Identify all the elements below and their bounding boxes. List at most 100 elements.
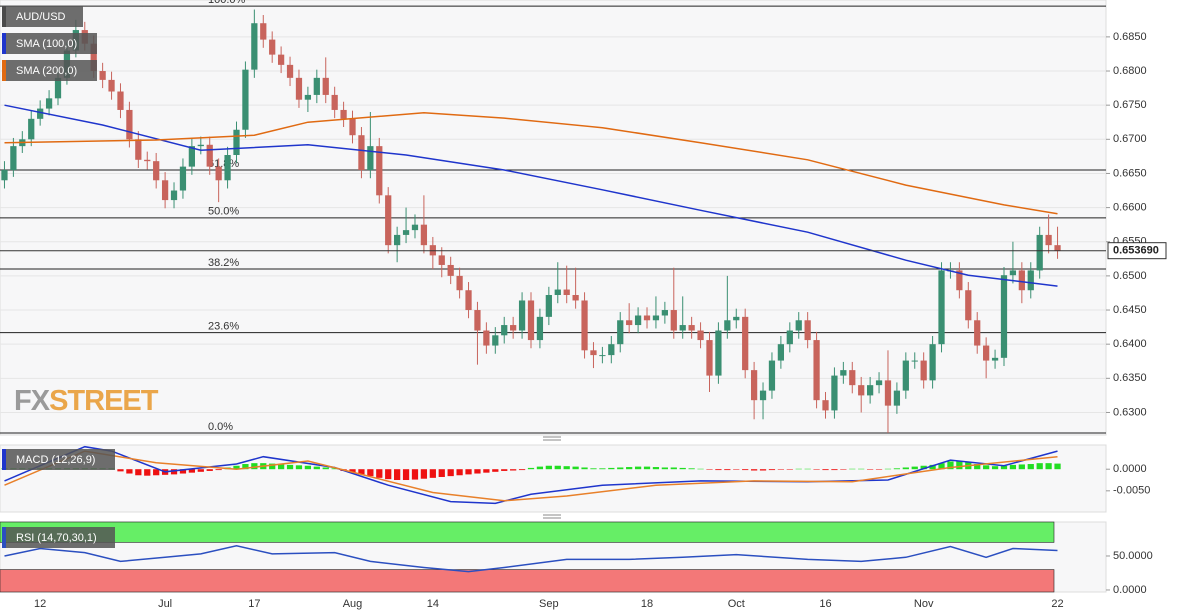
- histogram-bar: [822, 469, 829, 471]
- candle-body: [420, 224, 428, 246]
- candle-body: [911, 360, 918, 362]
- indicator-line: [4, 111, 1058, 215]
- histogram-bar: [983, 465, 990, 470]
- histogram-bar: [804, 468, 811, 470]
- legend-box: [2, 449, 115, 470]
- candle-body: [313, 77, 320, 95]
- x-tick-label: Aug: [343, 598, 363, 610]
- legend-label: RSI (14,70,30,1): [16, 532, 97, 544]
- legend-box: [2, 33, 97, 54]
- candle-body: [170, 190, 178, 201]
- histogram-bar: [251, 463, 258, 470]
- candle-body: [634, 315, 642, 326]
- candle-body: [188, 146, 195, 167]
- candle-body: [813, 340, 820, 401]
- legend-swatch: [2, 6, 6, 27]
- candle-body: [135, 139, 142, 160]
- candle-body: [269, 39, 276, 55]
- candle-body: [251, 23, 258, 70]
- candle-body: [608, 344, 615, 356]
- candle-body: [402, 230, 410, 235]
- histogram-bar: [652, 467, 660, 470]
- candle-body: [768, 360, 776, 391]
- candle-body: [643, 315, 651, 321]
- candle-body: [884, 380, 892, 406]
- candle-body: [144, 159, 151, 162]
- watermark-prefix: FX: [14, 385, 51, 417]
- last-price-label: 0.653690: [1113, 245, 1159, 257]
- candle-body: [626, 320, 633, 326]
- histogram-bar: [402, 469, 410, 481]
- candle-body: [349, 118, 356, 136]
- candle-body: [322, 77, 329, 95]
- candle-body: [733, 316, 740, 321]
- fib-label: 38.2%: [208, 257, 239, 269]
- x-tick-label: 16: [819, 598, 831, 610]
- candle-body: [501, 325, 508, 336]
- candle-body: [367, 146, 374, 171]
- histogram-bar: [938, 463, 945, 470]
- histogram-bar: [991, 466, 999, 470]
- histogram-bar: [715, 469, 722, 471]
- histogram-bar: [349, 469, 356, 473]
- fib-label: 23.6%: [208, 320, 239, 332]
- histogram-bar: [411, 469, 419, 480]
- candle-body: [965, 290, 972, 321]
- histogram-bar: [331, 468, 338, 470]
- candle-body: [492, 335, 499, 346]
- candle-body: [1027, 270, 1034, 291]
- candle-body: [286, 64, 294, 78]
- candle-body: [37, 108, 44, 119]
- histogram-bar: [1009, 464, 1017, 470]
- histogram-bar: [974, 464, 981, 470]
- histogram-bar: [795, 468, 802, 470]
- candle-body: [858, 385, 865, 396]
- resize-handle[interactable]: [543, 436, 561, 519]
- y-tick-label: -0.0050: [1113, 485, 1150, 497]
- x-tick-label: Sep: [539, 598, 559, 610]
- candle-body: [991, 357, 999, 361]
- candle-body: [742, 316, 749, 371]
- candle-body: [411, 224, 419, 231]
- histogram-bar: [170, 469, 178, 475]
- histogram-bar: [563, 466, 570, 470]
- candle-body: [394, 234, 401, 246]
- legend-box: [2, 6, 83, 27]
- histogram-bar: [849, 468, 856, 470]
- last-price-box: [1107, 242, 1167, 260]
- fib-label: 50.0%: [208, 206, 239, 218]
- histogram-bar: [626, 467, 633, 470]
- candle-body: [617, 320, 624, 345]
- candle-body: [1045, 234, 1052, 246]
- histogram-bar: [661, 467, 668, 470]
- histogram-bar: [385, 469, 392, 480]
- histogram-bar: [554, 465, 561, 470]
- candle-body: [974, 320, 981, 346]
- candle-body: [715, 330, 722, 376]
- histogram-bar: [777, 469, 785, 470]
- candle-body: [447, 264, 454, 276]
- y-tick-label: 0.0000: [1113, 584, 1147, 596]
- candle-body: [340, 109, 347, 119]
- histogram-bar: [813, 469, 820, 470]
- candle-body: [358, 135, 365, 171]
- x-tick-label: 12: [34, 598, 46, 610]
- candle-body: [108, 79, 115, 92]
- histogram-bar: [688, 468, 695, 470]
- histogram-bar: [510, 469, 517, 471]
- candle-body: [153, 161, 160, 181]
- candle-body: [670, 310, 677, 331]
- legend-label: AUD/USD: [16, 11, 66, 23]
- histogram-bar: [634, 466, 642, 470]
- histogram-bar: [840, 469, 847, 470]
- legend-swatch: [2, 33, 6, 54]
- candle-body: [849, 370, 856, 386]
- y-tick-label: 0.6750: [1113, 99, 1147, 111]
- candle-body: [795, 320, 802, 331]
- y-tick-label: 0.0000: [1113, 463, 1147, 475]
- histogram-bar: [215, 469, 222, 471]
- histogram-bar: [376, 469, 383, 478]
- histogram-bar: [831, 469, 838, 471]
- candle-body: [54, 77, 62, 99]
